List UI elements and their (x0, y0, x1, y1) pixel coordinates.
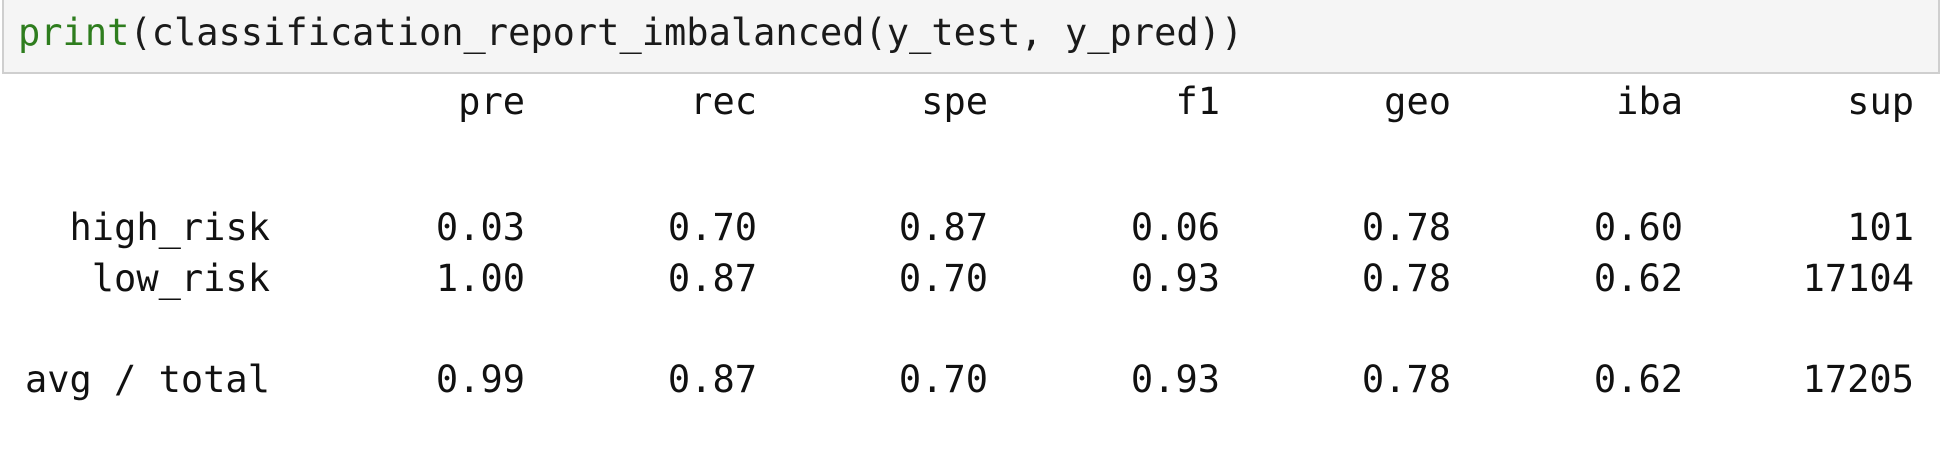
table-cell: 0.93 (1130, 358, 1220, 401)
print-keyword: print (18, 11, 130, 54)
table-cell: 0.62 (1593, 257, 1683, 300)
table-cell: 0.87 (667, 257, 757, 300)
table-cell: 17205 (1802, 358, 1914, 401)
row-label-high-risk: high_risk (69, 206, 270, 249)
column-header-f1: f1 (1175, 80, 1220, 123)
column-header-rec: rec (690, 80, 757, 123)
code-arguments: (classification_report_imbalanced(y_test… (129, 11, 1244, 54)
table-cell: 0.78 (1361, 257, 1451, 300)
row-label-avg-total: avg / total (24, 358, 270, 401)
column-header-pre: pre (458, 80, 525, 123)
table-cell: 0.70 (898, 358, 988, 401)
column-header-iba: iba (1616, 80, 1683, 123)
table-cell: 0.78 (1361, 206, 1451, 249)
table-cell: 0.87 (667, 358, 757, 401)
row-label-low-risk: low_risk (91, 257, 270, 300)
table-cell: 0.78 (1361, 358, 1451, 401)
table-cell: 0.99 (435, 358, 525, 401)
code-input-cell[interactable]: print(classification_report_imbalanced(y… (2, 0, 1940, 74)
table-cell: 0.93 (1130, 257, 1220, 300)
table-cell: 0.06 (1130, 206, 1220, 249)
table-cell: 0.62 (1593, 358, 1683, 401)
table-cell: 0.60 (1593, 206, 1683, 249)
table-cell: 0.70 (898, 257, 988, 300)
table-cell: 1.00 (435, 257, 525, 300)
output-area: pre rec spe f1 geo iba sup high_risk 0.0… (0, 74, 1943, 454)
table-cell: 17104 (1802, 257, 1914, 300)
table-cell: 0.70 (667, 206, 757, 249)
table-cell: 0.87 (898, 206, 988, 249)
table-cell: 0.03 (435, 206, 525, 249)
column-header-sup: sup (1847, 80, 1914, 123)
column-header-spe: spe (921, 80, 988, 123)
code-line: print(classification_report_imbalanced(y… (18, 10, 1243, 56)
column-header-geo: geo (1384, 80, 1451, 123)
table-cell: 101 (1847, 206, 1914, 249)
